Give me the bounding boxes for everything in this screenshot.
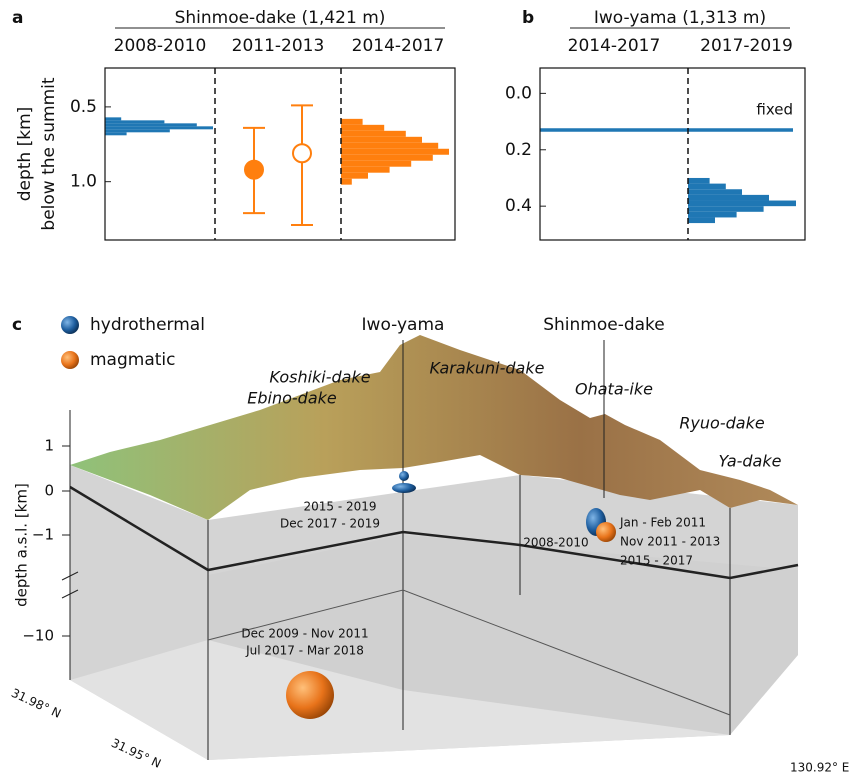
coordinate-label: 31.95° N: [109, 736, 163, 771]
panel-label: a: [12, 8, 23, 28]
peak-label: Ryuo-dake: [679, 414, 765, 433]
coordinate-label: 130.92° E: [790, 761, 849, 775]
coordinate-label: 31.98° N: [9, 686, 63, 721]
category-label: 2008-2010: [114, 36, 207, 56]
histogram-bar: [341, 179, 352, 185]
histogram-bar: [688, 189, 742, 195]
point: [245, 161, 263, 179]
tick-label: −1: [32, 526, 54, 544]
histogram-bar: [341, 155, 433, 161]
peak-label: Shinmoe-dake: [543, 315, 665, 335]
y-tick-label: 0.2: [505, 140, 532, 160]
legend-marker: [61, 351, 79, 369]
histogram-bar: [341, 137, 422, 143]
axis-label: depth a.s.l. [km]: [13, 483, 31, 607]
magmatic-source: [596, 522, 616, 542]
histogram-bar: [688, 195, 769, 201]
category-label: 2011-2013: [232, 36, 325, 56]
histogram-bar: [688, 212, 737, 218]
histogram-bar: [688, 206, 764, 212]
period-label: Nov 2011 - 2013: [620, 535, 720, 549]
plot-frame: [540, 68, 805, 240]
peak-label: Iwo-yama: [362, 315, 445, 335]
histogram-bar: [688, 178, 710, 184]
peak-label: Ohata-ike: [575, 380, 653, 399]
histogram-bar: [341, 143, 438, 149]
histogram-bar: [105, 117, 121, 120]
magmatic-source: [286, 671, 334, 719]
tick-label: 1: [44, 437, 54, 455]
reference-label: fixed: [756, 101, 793, 119]
histogram-bar: [341, 131, 406, 137]
legend-label: magmatic: [90, 350, 175, 370]
tick-label: 0: [44, 482, 54, 500]
y-axis-label: depth [km]: [15, 107, 35, 202]
y-tick-label: 0.0: [505, 83, 532, 103]
period-label: Jul 2017 - Mar 2018: [245, 644, 364, 658]
peak-label: Ebino-dake: [247, 389, 337, 408]
histogram-bar: [688, 201, 796, 207]
legend-marker: [61, 316, 79, 334]
y-axis-label: below the summit: [39, 77, 59, 230]
histogram-bar: [341, 161, 411, 167]
period-label: Dec 2017 - 2019: [280, 517, 380, 531]
panel-label: b: [522, 8, 534, 28]
histogram-bar: [341, 173, 368, 179]
panel-label: c: [12, 315, 22, 335]
histogram-bar: [105, 123, 197, 126]
period-label: 2008-2010: [523, 536, 588, 550]
histogram-bar: [341, 119, 363, 125]
y-tick-label: 0.4: [505, 196, 532, 216]
point: [293, 144, 311, 162]
histogram-bar: [341, 125, 384, 131]
category-label: 2017-2019: [700, 36, 793, 56]
histogram-bar: [688, 184, 726, 190]
legend-label: hydrothermal: [90, 315, 205, 335]
histogram-bar: [341, 167, 390, 173]
histogram-bar: [105, 120, 164, 123]
peak-label: Ya-dake: [719, 452, 782, 471]
hydrothermal-source: [399, 471, 409, 481]
chart-title: Shinmoe-dake (1,421 m): [175, 8, 386, 28]
chart-title: Iwo-yama (1,313 m): [594, 8, 766, 28]
hydrothermal-source: [392, 483, 416, 493]
histogram-bar: [688, 217, 715, 223]
period-label: Jan - Feb 2011: [619, 516, 706, 530]
figure: a b c hydrothermal magmatic Iwo-yama Shi…: [0, 0, 853, 778]
y-tick-label: 1.0: [70, 172, 97, 192]
peak-label: Koshiki-dake: [269, 368, 370, 387]
period-label: 2015 - 2019: [303, 500, 376, 514]
tick-label: −10: [22, 627, 54, 645]
peak-label: Karakuni-dake: [430, 359, 545, 378]
category-label: 2014-2017: [352, 36, 445, 56]
histogram-bar: [105, 129, 170, 132]
histogram-bar: [341, 149, 449, 155]
histogram-bar: [105, 132, 127, 135]
period-label: 2015 - 2017: [620, 554, 693, 568]
period-label: Dec 2009 - Nov 2011: [241, 627, 368, 641]
category-label: 2014-2017: [568, 36, 661, 56]
y-tick-label: 0.5: [70, 97, 97, 117]
histogram-bar: [105, 126, 213, 129]
